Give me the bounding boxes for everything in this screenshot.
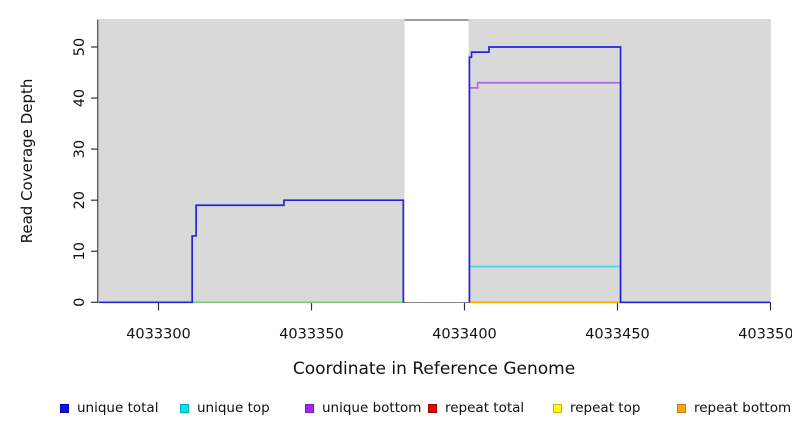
series-line-unique-total xyxy=(468,46,770,304)
y-axis-label: Read Coverage Depth xyxy=(18,78,36,244)
legend-item-unique-total: unique total xyxy=(60,398,158,418)
x-axis-label: Coordinate in Reference Genome xyxy=(292,359,576,379)
legend-item-repeat-bottom: repeat bottom xyxy=(677,398,791,418)
legend-swatch-icon xyxy=(677,403,686,413)
legend-label: repeat top xyxy=(570,400,641,416)
legend-swatch-icon xyxy=(305,403,314,413)
legend-label: repeat total xyxy=(445,400,525,416)
legend: unique total unique top unique bottom repea… xyxy=(0,398,792,420)
legend-swatch-icon xyxy=(180,403,189,413)
legend-item-repeat-total: repeat total xyxy=(428,398,524,418)
legend-item-unique-top: unique top xyxy=(180,398,270,418)
legend-swatch-icon xyxy=(60,403,69,413)
y-tick-label: 10 xyxy=(72,242,88,260)
y-tick-label: 50 xyxy=(72,38,88,56)
legend-item-repeat-top: repeat top xyxy=(553,398,640,418)
legend-label: unique total xyxy=(77,400,159,416)
y-tick-label: 0 xyxy=(72,298,88,307)
legend-label: unique bottom xyxy=(322,400,422,416)
legend-swatch-icon xyxy=(428,403,437,413)
legend-label: repeat bottom xyxy=(694,400,792,416)
x-tick-label: 4033300 xyxy=(126,327,191,343)
x-tick-label: 4033450 xyxy=(585,327,650,343)
y-tick-label: 40 xyxy=(72,89,88,107)
legend-item-unique-bottom: unique bottom xyxy=(305,398,421,418)
y-tick-label: 20 xyxy=(72,191,88,209)
series-line-unique-total xyxy=(98,199,405,304)
legend-swatch-icon xyxy=(553,403,562,413)
y-tick-label: 30 xyxy=(72,140,88,158)
x-tick-label: 4033350 xyxy=(279,327,344,343)
mask-band xyxy=(404,21,469,303)
legend-label: unique top xyxy=(197,400,270,416)
x-tick-label: 4033400 xyxy=(432,327,497,343)
